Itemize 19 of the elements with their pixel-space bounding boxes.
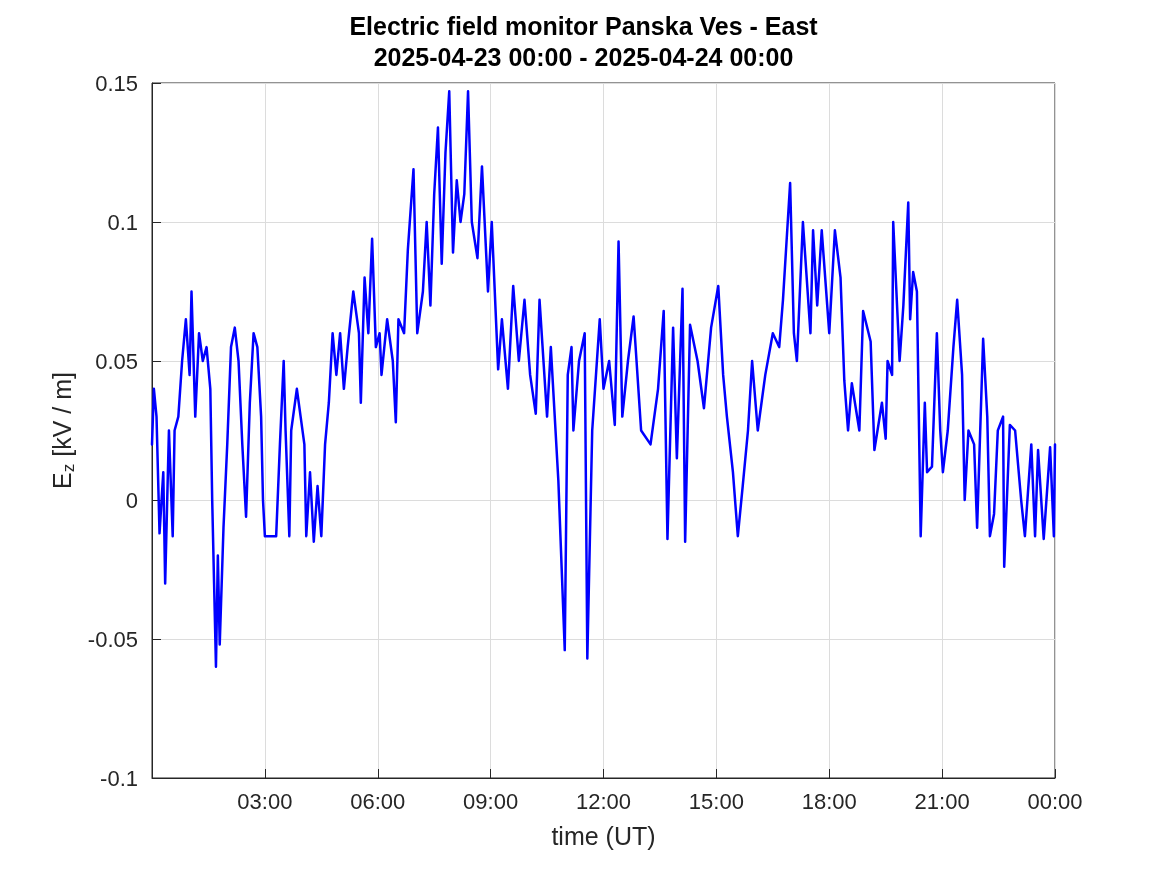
chart-title: Electric field monitor Panska Ves - East <box>349 11 819 40</box>
chart-subtitle: 2025-04-23 00:00 - 2025-04-24 00:00 <box>373 42 794 71</box>
x-tick-label: 18:00 <box>801 788 857 814</box>
y-tick-label: -0.1 <box>100 765 138 791</box>
y-tick-label: 0 <box>125 487 138 513</box>
x-axis-title: time (UT) <box>551 821 656 850</box>
line-series <box>150 90 1057 669</box>
y-tick-label: 0.05 <box>95 348 138 374</box>
x-tick-label: 15:00 <box>688 788 744 814</box>
x-tick-label: 03:00 <box>237 788 293 814</box>
x-tick-label: 00:00 <box>1027 788 1083 814</box>
y-tick-label: -0.05 <box>87 626 138 652</box>
y-tick-label: 0.1 <box>107 209 138 235</box>
x-tick-label: 21:00 <box>914 788 970 814</box>
y-axis-title: Ez [kV / m] <box>48 372 78 489</box>
x-tick-label: 06:00 <box>350 788 406 814</box>
x-tick-label: 09:00 <box>463 788 519 814</box>
y-tick-label: 0.15 <box>95 70 138 96</box>
x-tick-label: 12:00 <box>575 788 632 814</box>
